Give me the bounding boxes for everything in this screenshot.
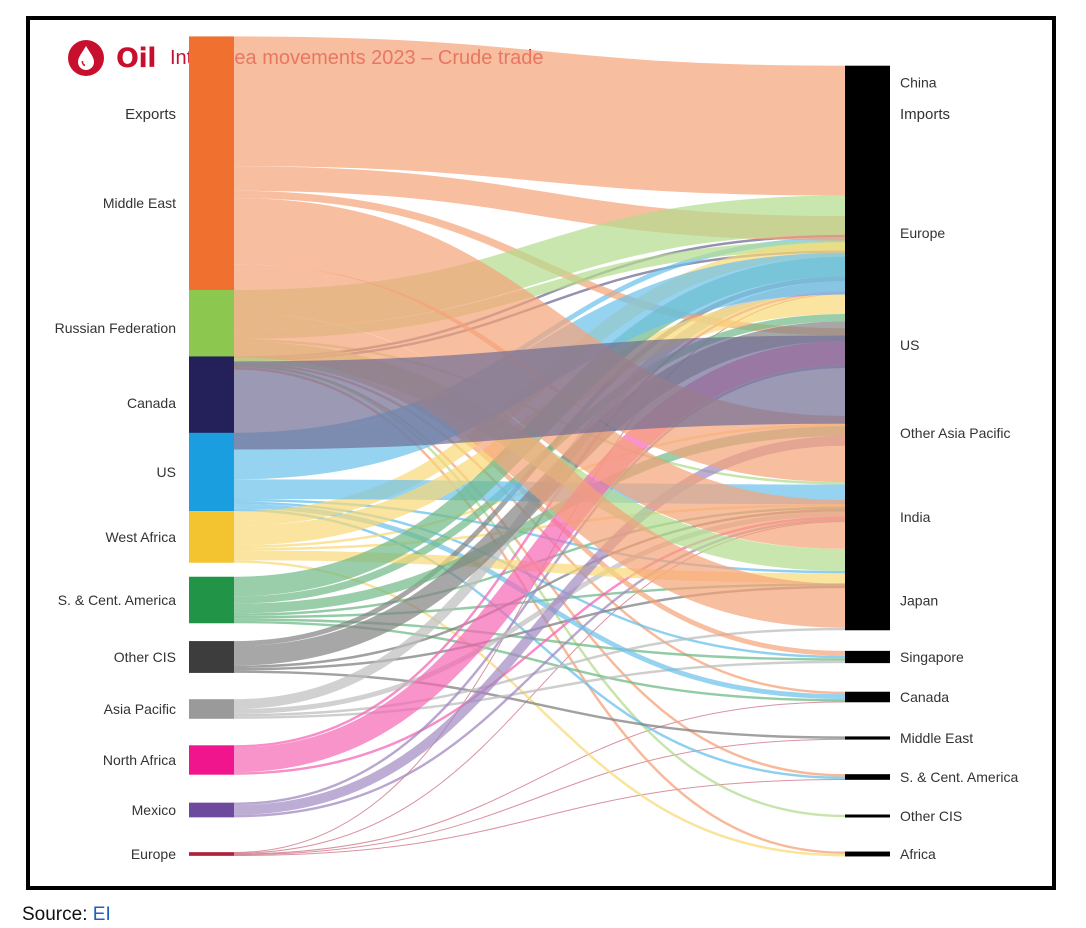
source-node-europe (189, 852, 234, 856)
source-note: Source: EI (22, 904, 111, 926)
source-label-north-africa: North Africa (103, 752, 176, 768)
flow-asia-pacific-to-singapore (233, 660, 846, 719)
source-label-russian-federation: Russian Federation (55, 320, 176, 336)
source-node-s-cent-america (189, 576, 234, 624)
source-label-s-cent-america: S. & Cent. America (58, 592, 176, 608)
target-node-s-cent-america (845, 774, 890, 780)
target-label-india: India (900, 509, 931, 525)
source-node-north-africa (189, 745, 234, 775)
flow-europe-to-s-cent-america (233, 778, 846, 856)
imports-header: Imports (900, 106, 950, 123)
flow-us-to-singapore (233, 501, 846, 659)
source-label-west-africa: West Africa (105, 529, 176, 545)
logo-word: Oil (116, 42, 156, 74)
source-node-russian-federation (189, 290, 234, 366)
source-label-europe: Europe (131, 846, 176, 862)
flow-middle-east-to-other-asia-pacific (233, 198, 846, 483)
source-node-other-cis (189, 641, 234, 673)
flow-links (233, 36, 846, 857)
source-label-asia-pacific: Asia Pacific (104, 701, 176, 717)
source-label-middle-east: Middle East (103, 195, 176, 211)
target-node-india (845, 499, 890, 589)
source-label-us: US (157, 464, 176, 480)
flow-middle-east-to-china (233, 36, 846, 196)
target-node-japan (845, 583, 890, 631)
target-node-other-cis (845, 814, 890, 818)
target-label-japan: Japan (900, 593, 938, 609)
target-label-middle-east: Middle East (900, 730, 973, 746)
source-node-us (189, 432, 234, 512)
source-node-west-africa (189, 511, 234, 563)
flow-asia-pacific-to-japan (233, 627, 846, 717)
target-node-middle-east (845, 736, 890, 740)
source-label-canada: Canada (127, 395, 176, 411)
flow-canada-to-us (233, 335, 846, 450)
source-node-mexico (189, 802, 234, 818)
flow-other-cis-to-middle-east (233, 670, 846, 739)
flow-labels: Middle East Russian Federation Canada US Wes… (55, 75, 1019, 862)
source-link[interactable]: EI (92, 904, 111, 925)
source-label: Source: (22, 904, 88, 925)
flow-europe-to-canada (233, 701, 846, 855)
oil-drop-icon (68, 40, 104, 76)
flow-middle-east-to-japan (233, 313, 846, 628)
target-label-other-cis: Other CIS (900, 808, 962, 824)
target-label-china: China (900, 75, 937, 91)
flow-nodes (189, 36, 890, 857)
source-label-other-cis: Other CIS (114, 649, 176, 665)
target-node-africa (845, 851, 890, 857)
target-label-africa: Africa (900, 846, 936, 862)
source-node-asia-pacific (189, 699, 234, 719)
target-node-singapore (845, 650, 890, 664)
flow-s-cent-america-to-canada (233, 620, 846, 702)
source-label-mexico: Mexico (132, 802, 177, 818)
target-label-canada: Canada (900, 689, 949, 705)
target-label-europe: Europe (900, 225, 945, 241)
target-label-s-cent-america: S. & Cent. America (900, 769, 1018, 785)
flow-europe-to-middle-east (233, 738, 846, 856)
target-label-singapore: Singapore (900, 649, 964, 665)
exports-header: Exports (125, 106, 176, 123)
target-label-us: US (900, 337, 919, 353)
target-label-other-asia-pacific: Other Asia Pacific (900, 425, 1011, 441)
target-node-canada (845, 691, 890, 703)
